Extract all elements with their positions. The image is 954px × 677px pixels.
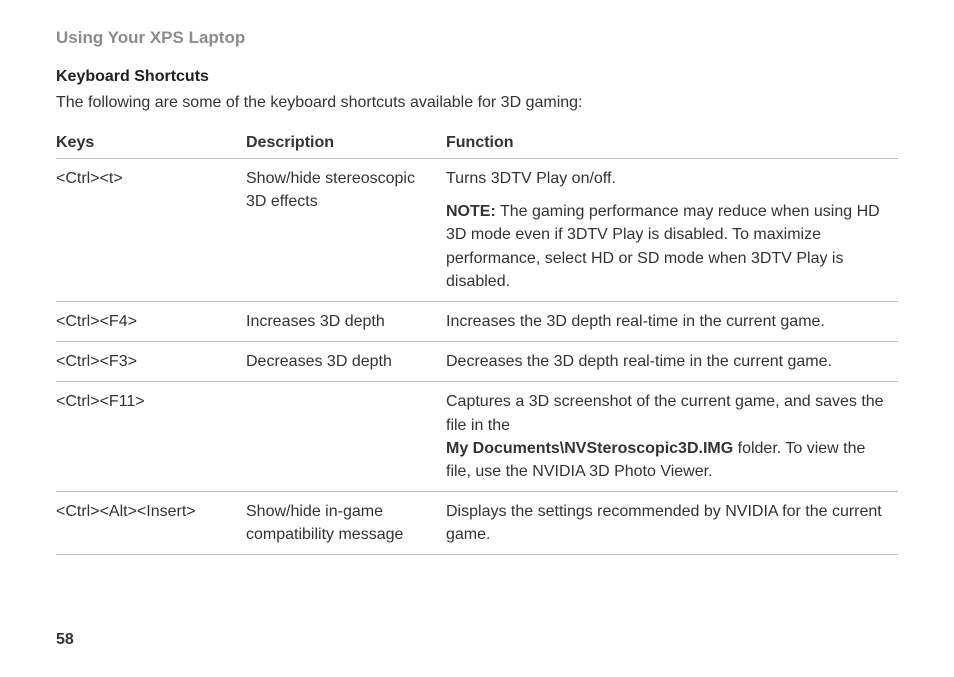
header-description: Description xyxy=(246,128,446,159)
table-row: <Ctrl><F11> Captures a 3D screenshot of … xyxy=(56,382,898,492)
note-block: NOTE: The gaming performance may reduce … xyxy=(446,200,888,293)
cell-description xyxy=(246,382,446,492)
cell-description: Decreases 3D depth xyxy=(246,342,446,382)
section-title: Using Your XPS Laptop xyxy=(56,28,898,48)
cell-keys: <Ctrl><F11> xyxy=(56,382,246,492)
cell-function: Displays the settings recommended by NVI… xyxy=(446,492,898,555)
cell-function: Decreases the 3D depth real-time in the … xyxy=(446,342,898,382)
table-row: <Ctrl><F4> Increases 3D depth Increases … xyxy=(56,301,898,341)
cell-keys: <Ctrl><F3> xyxy=(56,342,246,382)
subtitle: Keyboard Shortcuts xyxy=(56,68,898,86)
table-row: <Ctrl><t> Show/hide stereoscopic 3D effe… xyxy=(56,159,898,302)
page-number: 58 xyxy=(56,631,74,649)
header-keys: Keys xyxy=(56,128,246,159)
shortcuts-table: Keys Description Function <Ctrl><t> Show… xyxy=(56,128,898,555)
intro-text: The following are some of the keyboard s… xyxy=(56,94,898,112)
cell-keys: <Ctrl><Alt><Insert> xyxy=(56,492,246,555)
cell-description: Show/hide in-game compatibility message xyxy=(246,492,446,555)
cell-keys: <Ctrl><t> xyxy=(56,159,246,302)
cell-function: Turns 3DTV Play on/off. NOTE: The gaming… xyxy=(446,159,898,302)
cell-function: Captures a 3D screenshot of the current … xyxy=(446,382,898,492)
note-body: The gaming performance may reduce when u… xyxy=(446,203,880,290)
function-text: Turns 3DTV Play on/off. xyxy=(446,167,888,190)
note-label: NOTE: xyxy=(446,203,496,220)
function-text: Captures a 3D screenshot of the current … xyxy=(446,390,888,436)
table-row: <Ctrl><Alt><Insert> Show/hide in-game co… xyxy=(56,492,898,555)
cell-function: Increases the 3D depth real-time in the … xyxy=(446,301,898,341)
path-line: My Documents\NVSteroscopic3D.IMG folder.… xyxy=(446,437,888,483)
cell-description: Show/hide stereoscopic 3D effects xyxy=(246,159,446,302)
header-function: Function xyxy=(446,128,898,159)
path-bold: My Documents\NVSteroscopic3D.IMG xyxy=(446,440,733,457)
table-header-row: Keys Description Function xyxy=(56,128,898,159)
table-row: <Ctrl><F3> Decreases 3D depth Decreases … xyxy=(56,342,898,382)
cell-keys: <Ctrl><F4> xyxy=(56,301,246,341)
cell-description: Increases 3D depth xyxy=(246,301,446,341)
